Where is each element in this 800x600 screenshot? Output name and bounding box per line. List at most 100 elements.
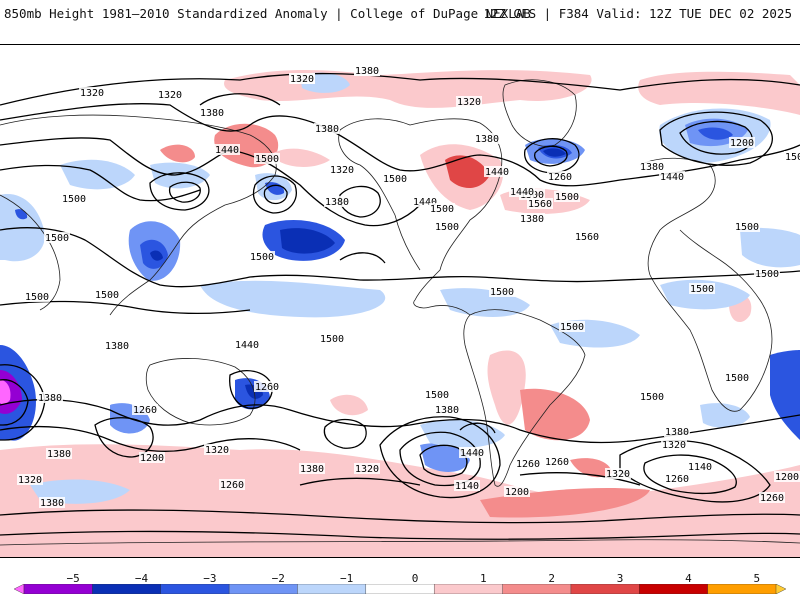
contour-label-bg [519,213,545,224]
contour-label-bg [254,153,280,164]
contour-label-bg [459,447,485,458]
contour-label: 1380 [105,341,129,352]
contour-label-bg [689,283,715,294]
contour-label-bg [754,268,780,279]
contour-label-bg [661,439,687,450]
contour-label: 1500 [785,152,800,163]
contour-label-bg [37,392,63,403]
contour-label: 1140 [455,481,479,492]
anomaly-shading [0,70,800,557]
colorbar-tick-label: 1 [480,572,487,585]
contour-label: 1200 [730,138,754,149]
colorbar-segment [365,584,435,594]
contour-label-bg [504,486,530,497]
contour-label: 1500 [755,269,779,280]
colorbar-tick-label: −1 [340,572,354,585]
contour-label-bg [354,65,380,76]
contour-label: 1380 [315,124,339,135]
contour-label-bg [214,144,240,155]
contour-label-bg [354,463,380,474]
colorbar-tick-label: 5 [753,572,761,585]
contour-label: 1440 [510,187,534,198]
contour-label: 1320 [662,440,686,451]
contour-label: 1560 [528,199,552,210]
colorbar-segment [228,584,299,594]
contour-label-bg [489,286,515,297]
coastlines [0,79,800,546]
contour-label-bg [527,198,553,209]
contour-label: 1500 [735,222,759,233]
contour-label: 1320 [290,74,314,85]
colorbar [14,584,786,594]
contour-label-bg [204,444,230,455]
contour-label-bg [774,471,800,482]
contour-label-bg [329,164,355,175]
contour-label-bg [429,203,455,214]
contour-label-bg [314,123,340,134]
contour-label: 1260 [548,172,572,183]
contour-label: 1440 [235,340,259,351]
contour-label: 1380 [355,66,379,77]
contour-label: 1440 [660,172,684,183]
contour-label: 1500 [555,192,579,203]
contour-labels: 1440138013201380144015001380132015001440… [17,65,800,509]
contour-label: 1500 [25,292,49,303]
contour-label: 1320 [606,469,630,480]
colorbar-segment [775,584,786,594]
contour-label-bg [456,96,482,107]
contour-label-bg [46,448,72,459]
contour-label-bg [299,463,325,474]
contour-label-bg [554,191,580,202]
contour-label: 1320 [80,88,104,99]
contour-label: 1380 [475,134,499,145]
colorbar-tick-label: 3 [616,572,624,585]
colorbar-tick-label: 0 [411,572,419,585]
contour-label: 1380 [520,214,544,225]
contour-label-bg [484,166,510,177]
contour-label-bg [234,339,260,350]
contour-label: 1380 [300,464,324,475]
contour-label-bg [412,196,438,207]
contour-label-bg [132,404,158,415]
colorbar-tick-label: 4 [685,572,692,585]
colorbar-segment [570,584,640,594]
contour-label: 1380 [40,498,64,509]
contour-label: 1440 [413,197,437,208]
colorbar-segment [14,584,25,594]
contour-label: 1500 [640,392,664,403]
contour-label: 1200 [505,487,529,498]
contour-label: 1500 [425,390,449,401]
contour-label: 1260 [133,405,157,416]
contour-label: 1260 [760,493,784,504]
contour-label: 1260 [545,457,569,468]
colorbar-segment [433,584,504,594]
contour-label: 1320 [330,165,354,176]
colorbar-segment [639,584,709,594]
map-title: 850mb Height 1981–2010 Standardized Anom… [4,6,531,21]
contour-label-bg [729,137,755,148]
colorbar-segment [23,584,94,594]
contour-label-bg [219,479,245,490]
contour-label-bg [254,381,280,392]
contour-label-bg [544,456,570,467]
contour-label-bg [319,333,345,344]
contour-label-bg [659,171,685,182]
contour-label: 1200 [140,453,164,464]
contour-label: 1380 [640,162,664,173]
contour-label-bg [605,468,631,479]
contour-label: 1500 [95,290,119,301]
contour-label-bg [574,231,600,242]
contour-label-bg [382,173,408,184]
contour-label: 1260 [665,474,689,485]
contour-label-bg [324,196,350,207]
contour-label-bg [424,389,450,400]
contour-label-bg [79,87,105,98]
contour-label: 1500 [45,233,69,244]
contour-label: 1380 [665,427,689,438]
contour-label-bg [139,452,165,463]
colorbar-tick-label: −3 [203,572,217,585]
contour-label-bg [454,480,480,491]
contour-label: 1380 [435,405,459,416]
contour-label: 1500 [435,222,459,233]
colorbar-tick-label: −4 [134,572,149,585]
